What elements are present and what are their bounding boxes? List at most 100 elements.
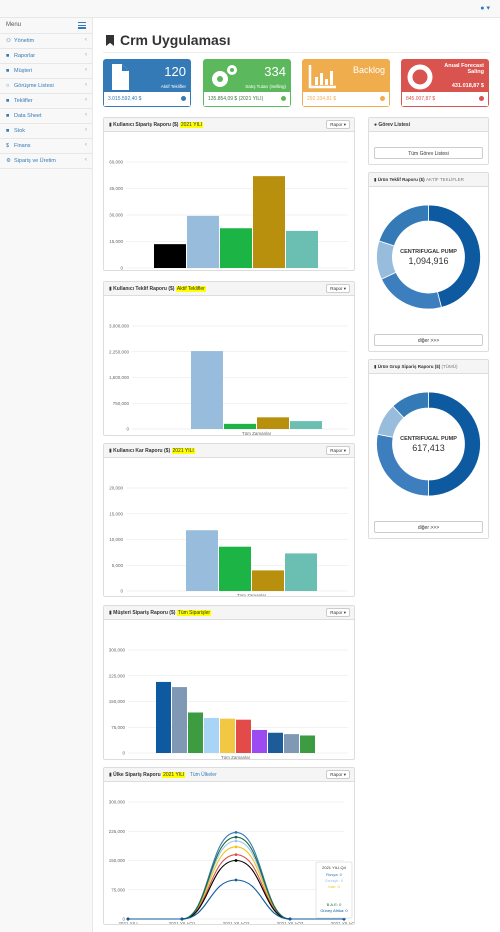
panel-title: Ürün Teklif Raporu ($) (377, 177, 425, 182)
report-dropdown-button[interactable]: Rapor ▾ (326, 770, 350, 779)
chevron-left-icon: ‹ (85, 67, 87, 73)
sidebar-item[interactable]: ■ Teklifler ‹ (0, 94, 92, 109)
gears-icon: ⚙ (6, 158, 11, 164)
bar (187, 215, 219, 268)
y-tick-label: 0 (122, 917, 125, 922)
bar (224, 423, 256, 429)
panel-user-quotes: ▮ Kullanıcı Teklif Raporu ($) Aktif Tekl… (103, 281, 355, 436)
hamburger-icon[interactable] (78, 22, 86, 30)
data-point (288, 917, 292, 921)
bar-chart-icon: ▮ (109, 610, 112, 616)
sidebar-item-label: Data Sheet (14, 113, 42, 119)
top-navbar: ● ▾ (0, 0, 500, 18)
life-ring-icon (407, 64, 433, 90)
y-tick-label: 30,000 (109, 213, 123, 218)
x-tick-label: 2021 YILI-Q1 (169, 921, 196, 924)
sidebar-item[interactable]: ■ Stok ‹ (0, 124, 92, 139)
arrow-circle-icon[interactable] (181, 96, 186, 101)
report-dropdown-button[interactable]: Rapor ▾ (326, 120, 350, 129)
stat-card-sales[interactable]: 334 Satış Tutarı (Selling) 135.854,09 $ … (203, 59, 291, 107)
donut-center-label: CENTRIFUGAL PUMP (400, 249, 457, 255)
series-line (127, 879, 344, 920)
bell-icon: ● (374, 122, 378, 128)
all-countries-link[interactable]: Tüm Ülkeler (189, 772, 217, 778)
donut-slice (428, 391, 481, 497)
y-tick-label: 300,000 (109, 648, 126, 653)
y-tick-label: 10,000 (109, 537, 123, 542)
panel-task-list: ● Görev Listesi Tüm Görev Listesi (368, 117, 489, 165)
y-tick-label: 1,500,000 (109, 375, 130, 380)
data-point (234, 878, 238, 882)
x-tick-label: Tüm Zamanlar (237, 593, 267, 596)
report-dropdown-button[interactable]: Rapor ▾ (326, 608, 350, 617)
sidebar-item-label: Raporlar (14, 53, 36, 59)
bar (204, 717, 219, 753)
sidebar-item-label: Yönetim (14, 38, 35, 44)
sidebar-item[interactable]: $ Finans ‹ (0, 139, 92, 154)
sidebar-item[interactable]: ⚙ Sipariş ve Üretim ‹ (0, 154, 92, 169)
tooltip-row: İran: 0 (328, 884, 340, 889)
y-tick-label: 15,000 (109, 239, 123, 244)
sidebar-item[interactable]: ■ Raporlar ‹ (0, 49, 92, 64)
y-tick-label: 60,000 (109, 160, 123, 165)
orders-tag: Tüm Siparişler (176, 610, 212, 616)
sidebar: Menu ⚇ Yönetim ‹ ■ Raporlar ‹ ■ Müşteri ‹ ○ Görüşm… (0, 18, 93, 932)
arrow-circle-icon[interactable] (281, 96, 286, 101)
sidebar-item[interactable]: ○ Görüşme Listesi ‹ (0, 79, 92, 94)
bar (257, 417, 289, 429)
panel-title: Görev Listesi (378, 122, 411, 128)
panel-product-orders: ▮ Ürün Grup Sipariş Raporu ($) (TÜMÜ) CE… (368, 359, 489, 539)
donut-slice (428, 204, 481, 308)
data-point (234, 839, 238, 843)
bar-chart-icon: ▮ (374, 364, 377, 369)
more-button[interactable]: diğer >>> (374, 334, 483, 346)
panel-title: Kullanıcı Teklif Raporu ($) (113, 286, 175, 292)
bar-chart-icon: ▮ (109, 122, 112, 128)
chevron-left-icon: ‹ (85, 82, 87, 88)
customer-bar-chart: 0 75,000 150,000 225,000 300,000 Tüm Zamanlar (109, 648, 348, 760)
sidebar-item[interactable]: ■ Müşteri ‹ (0, 64, 92, 79)
bar (252, 729, 267, 753)
bar-chart-icon: ▮ (109, 286, 112, 292)
more-button[interactable]: diğer >>> (374, 521, 483, 533)
bar (188, 712, 203, 753)
panel-title: Kullanıcı Sipariş Raporu ($) (113, 122, 179, 128)
sidebar-item-label: Sipariş ve Üretim (14, 158, 56, 164)
data-point (234, 835, 238, 839)
tooltip-title: 2021 YILI-Q4 (322, 865, 346, 870)
data-point (234, 845, 238, 849)
y-tick-label: 150,000 (109, 858, 126, 863)
bar (219, 546, 251, 591)
data-point (234, 859, 238, 862)
data-point (234, 831, 238, 834)
stat-label: 431.018,87 $ (451, 83, 484, 89)
report-dropdown-button[interactable]: Rapor ▾ (326, 284, 350, 293)
report-dropdown-button[interactable]: Rapor ▾ (326, 446, 350, 455)
bar (220, 718, 235, 753)
stat-footer: 292.334,81 $ (307, 96, 337, 102)
arrow-circle-icon[interactable] (479, 96, 484, 101)
sidebar-item[interactable]: ⚇ Yönetim ‹ (0, 34, 92, 49)
donut-center-label: CENTRIFUGAL PUMP (400, 436, 457, 442)
folder-icon: ■ (6, 53, 10, 59)
stat-card-forecast[interactable]: Anual Forecast Saling 431.018,87 $ 845.0… (401, 59, 489, 107)
country-line-chart: 0 75,000 150,000 225,000 300,000 2021 YILI 202… (109, 800, 358, 927)
panel-title: Ürün Grup Sipariş Raporu ($) (377, 364, 441, 369)
sidebar-item[interactable]: ■ Data Sheet ‹ (0, 109, 92, 124)
chevron-left-icon: ‹ (85, 52, 87, 58)
bar (253, 176, 285, 268)
stat-card-backlog[interactable]: Backlog 292.334,81 $ (302, 59, 390, 107)
user-menu[interactable]: ● ▾ (480, 4, 490, 12)
stat-card-active-quotes[interactable]: 120 Aktif Teklifler 3.015.592,40 $ (103, 59, 191, 107)
sidebar-item-label: Stok (14, 128, 26, 134)
y-tick-label: 15,000 (109, 511, 123, 516)
data-point (234, 853, 238, 857)
stat-footer: 3.015.592,40 $ (108, 96, 142, 102)
all-tasks-button[interactable]: Tüm Görev Listesi (374, 147, 483, 159)
series-line (127, 831, 344, 920)
arrow-circle-icon[interactable] (380, 96, 385, 101)
panel-country-orders: ▮ Ülke Sipariş Raporu 2021 YILI Tüm Ülke… (103, 767, 358, 927)
user-icon: ● (480, 5, 485, 12)
tooltip-row: B.A.E: 0 (327, 902, 342, 907)
